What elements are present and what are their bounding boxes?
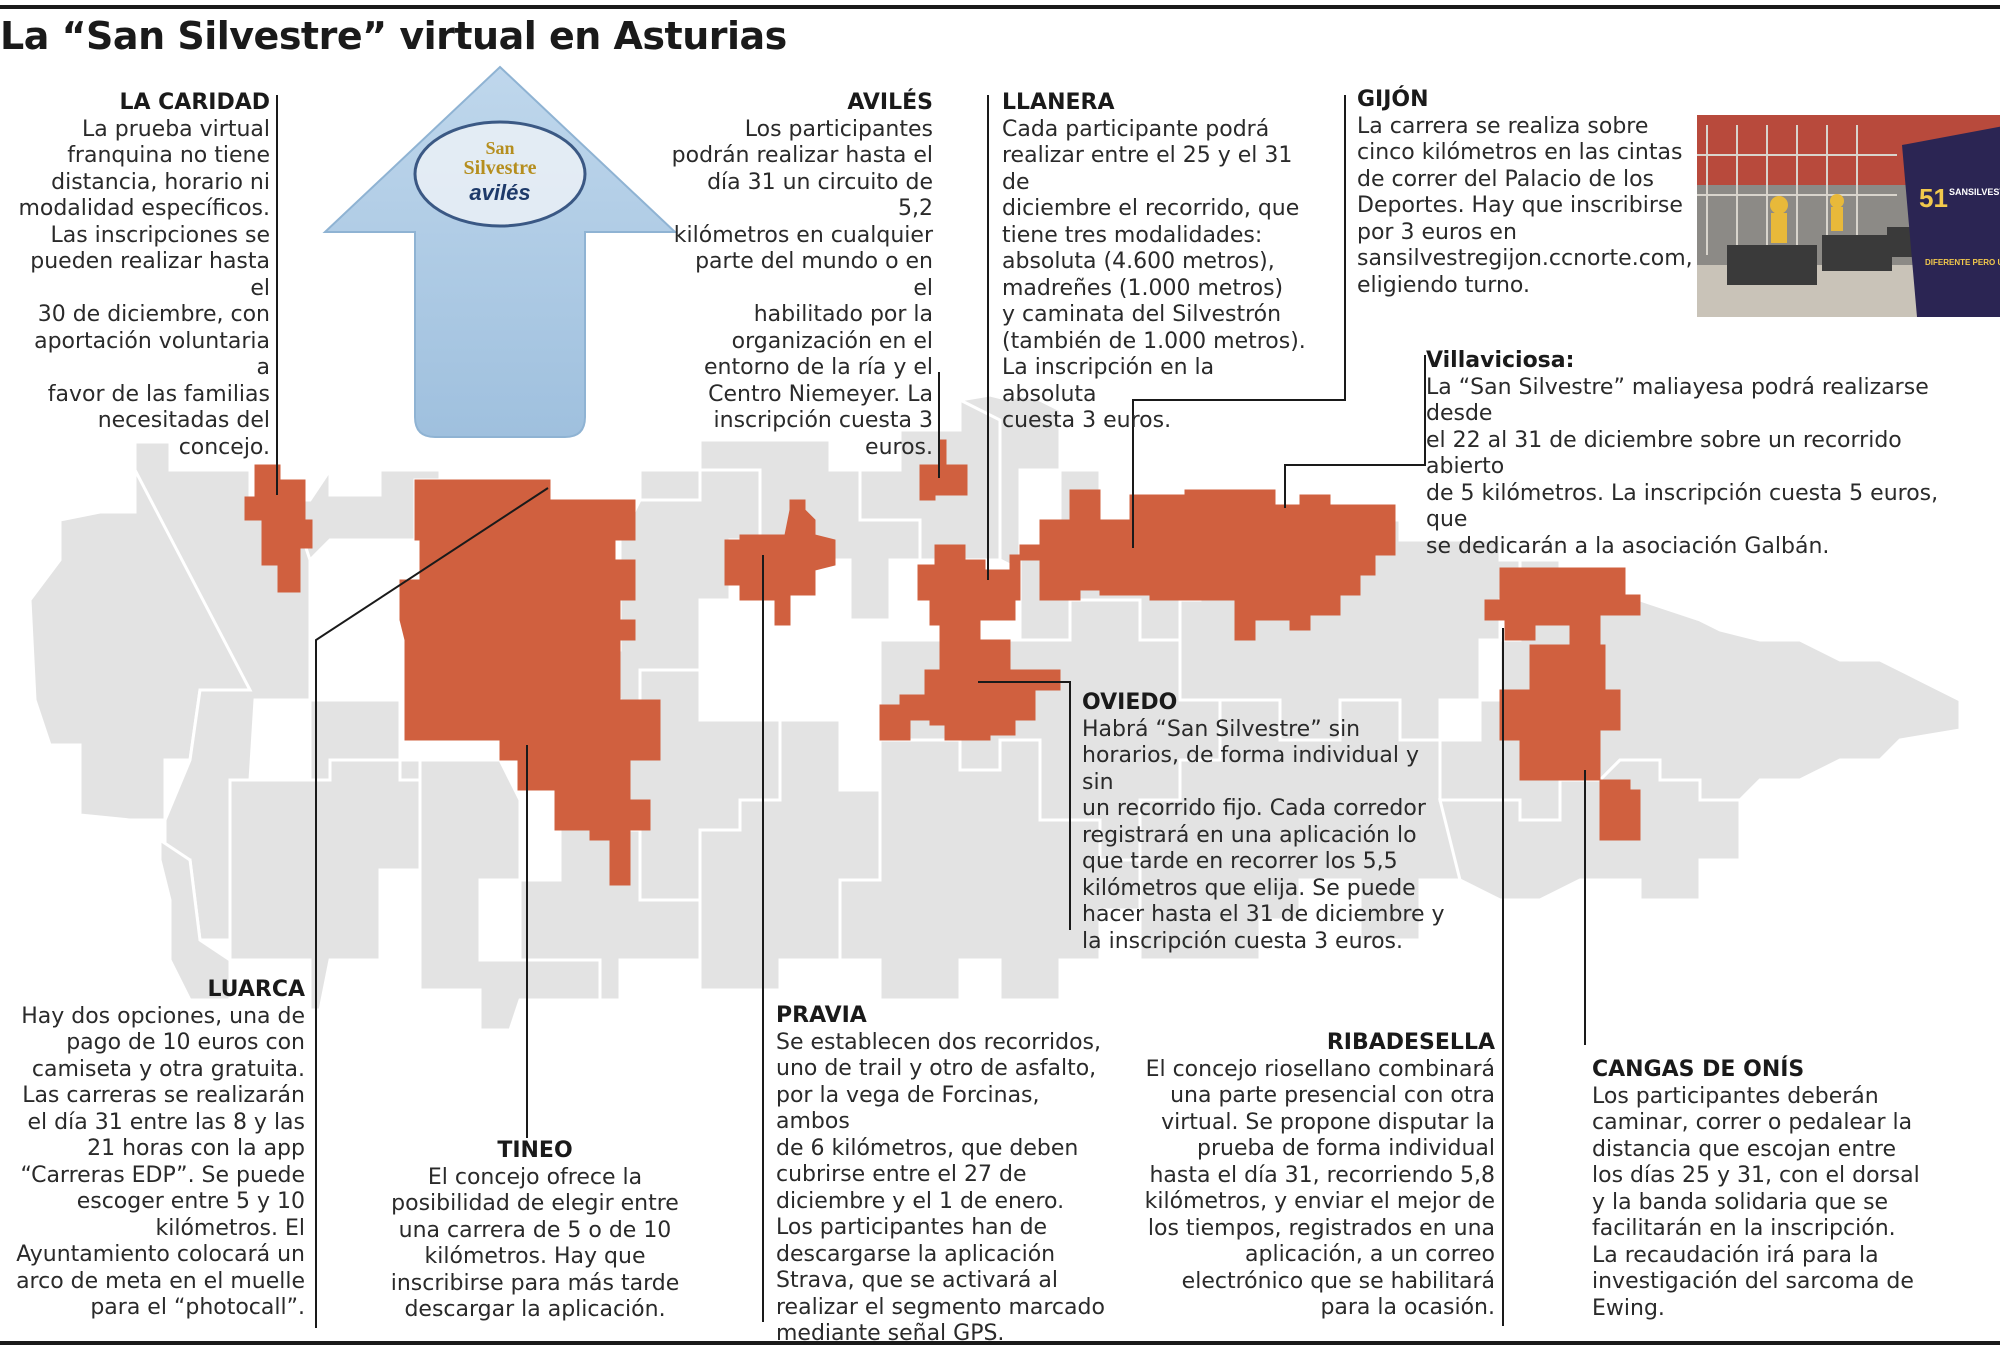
sign-line-3: avilés	[469, 180, 530, 205]
municipality-navia	[278, 465, 442, 563]
leader-lines	[276, 95, 1586, 1328]
callout-villaviciosa-title: Villaviciosa:	[1426, 348, 1575, 373]
arrow-shape	[322, 65, 678, 438]
leader-line-villaviciosa	[1284, 355, 1426, 508]
callout-pravia-title: PRAVIA	[776, 1003, 867, 1028]
callout-oviedo-text: Habrá “San Silvestre” sin horarios, de f…	[1082, 716, 1445, 954]
callout-luarca: LUARCA Hay dos opciones, una de pago de …	[15, 977, 305, 1322]
callout-oviedo-title: OVIEDO	[1082, 690, 1178, 715]
highlight-pravia	[724, 499, 836, 626]
municipality-southcentral	[838, 738, 1142, 1002]
callout-villaviciosa: Villaviciosa: La “San Silvestre” maliaye…	[1426, 348, 1986, 560]
highlight-gijon	[1019, 489, 1201, 601]
callout-cangas-de-onis-title: CANGAS DE ONÍS	[1592, 1057, 1805, 1082]
photo-word: SANSILVESTRE	[1949, 187, 2000, 197]
callout-aviles-text: Los participantes podrán realizar hasta …	[671, 116, 933, 460]
highlight-luarca-tineo	[399, 479, 661, 886]
callout-llanera-title: LLANERA	[1002, 90, 1115, 115]
callout-cangas-de-onis-text: Los participantes deberán caminar, corre…	[1592, 1083, 1920, 1321]
callout-luarca-title: LUARCA	[207, 977, 305, 1002]
callout-villaviciosa-text: La “San Silvestre” maliayesa podrá reali…	[1426, 374, 1939, 559]
leader-line-luarca	[315, 487, 549, 1328]
bottom-rule	[0, 1341, 2000, 1345]
municipality-coast-central	[638, 438, 922, 622]
callout-tineo-text: El concejo ofrece la posibilidad de eleg…	[390, 1164, 680, 1323]
callout-llanera: LLANERA Cada participante podrá realizar…	[1002, 90, 1312, 435]
callout-la-caridad-title: LA CARIDAD	[119, 90, 270, 115]
callout-gijon: GIJÓN La carrera se realiza sobre cinco …	[1357, 87, 1693, 299]
gijon-treadmill-photo: 51 SANSILVESTRE DIFERENTE PERO ÚNICA	[1697, 115, 2000, 317]
highlight-la-caridad	[244, 464, 313, 593]
photo-illustration: 51 SANSILVESTRE DIFERENTE PERO ÚNICA	[1697, 115, 2000, 317]
municipality-caso	[1138, 698, 1462, 962]
callout-tineo-title: TINEO	[497, 1138, 573, 1163]
callout-aviles: AVILÉS Los participantes podrán realizar…	[670, 90, 933, 461]
callout-gijon-text: La carrera se realiza sobre cinco kilóme…	[1357, 113, 1693, 298]
sign-line-2: Silvestre	[464, 157, 537, 179]
callout-la-caridad-text: La prueba virtual franquina no tiene dis…	[18, 116, 270, 460]
callout-luarca-text: Hay dos opciones, una de pago de 10 euro…	[16, 1003, 305, 1321]
top-rule	[0, 5, 2000, 9]
san-silvestre-sign: San Silvestre avilés	[322, 65, 678, 438]
callout-cangas-de-onis: CANGAS DE ONÍS Los participantes deberán…	[1592, 1057, 1922, 1322]
highlight-villaviciosa	[1184, 489, 1396, 641]
leader-line-oviedo	[978, 681, 1071, 690]
callout-ribadesella-title: RIBADESELLA	[1326, 1030, 1495, 1055]
municipality-picos	[1438, 758, 1742, 902]
callout-gijon-title: GIJÓN	[1357, 87, 1429, 112]
callout-pravia: PRAVIA Se establecen dos recorridos, uno…	[776, 1003, 1116, 1348]
municipality-far-west-inland	[158, 837, 232, 1002]
municipality-southwest	[228, 758, 422, 1012]
sign-line-1: San	[485, 138, 514, 158]
leader-line-gijon	[1132, 95, 1346, 548]
highlight-aviles	[919, 439, 968, 501]
photo-number: 51	[1919, 183, 1948, 213]
highlight-cangas-de-onis	[1499, 644, 1641, 841]
callout-ribadesella-text: El concejo riosellano combinará una part…	[1144, 1056, 1495, 1321]
page-title: La “San Silvestre” virtual en Asturias	[0, 14, 787, 58]
photo-slogan: DIFERENTE PERO ÚNICA	[1925, 258, 2000, 267]
callout-ribadesella: RIBADESELLA El concejo riosellano combin…	[1140, 1030, 1495, 1322]
callout-aviles-title: AVILÉS	[847, 90, 933, 115]
callout-la-caridad: LA CARIDAD La prueba virtual franquina n…	[15, 90, 270, 461]
highlight-ribadesella	[1484, 567, 1641, 646]
sign-logo-backdrop	[413, 120, 587, 228]
callout-oviedo: OVIEDO Habrá “San Silvestre” sin horario…	[1082, 690, 1452, 955]
callout-llanera-text: Cada participante podrá realizar entre e…	[1002, 116, 1306, 434]
callout-tineo: TINEO El concejo ofrece la posibilidad d…	[385, 1138, 685, 1324]
highlighted-municipalities	[244, 439, 1641, 886]
callout-pravia-text: Se establecen dos recorridos, uno de tra…	[776, 1029, 1105, 1347]
